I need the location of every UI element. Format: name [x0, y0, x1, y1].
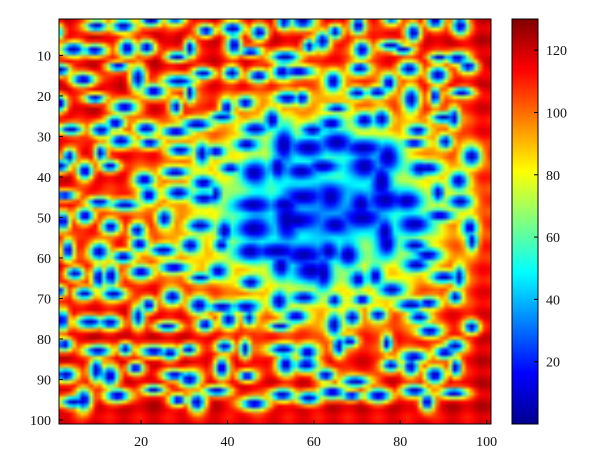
y-tick-label: 80	[37, 333, 51, 348]
heatmap-frame	[58, 18, 492, 425]
colorbar-tick-label: 80	[546, 169, 560, 184]
colorbar-gradient	[512, 19, 538, 424]
y-tick-label: 20	[37, 90, 51, 105]
y-tick-label: 30	[37, 130, 51, 145]
x-tick-label: 40	[220, 435, 234, 450]
y-tick-label: 40	[37, 171, 51, 186]
colorbar-tick-label: 20	[546, 356, 560, 371]
x-tick-label: 60	[307, 435, 321, 450]
colorbar-tick-label: 120	[546, 44, 567, 59]
colorbar-tick-label: 60	[546, 231, 560, 246]
colorbar: 20 40 60 80 100 120	[511, 18, 567, 425]
x-tick-label: 80	[393, 435, 407, 450]
y-tick-label: 90	[37, 373, 51, 388]
y-tick-label: 100	[30, 414, 51, 429]
x-tick-label: 20	[134, 435, 148, 450]
x-axis: 20 40 60 80 100	[134, 420, 497, 450]
colorbar-frame	[511, 18, 539, 425]
colorbar-tick-label: 100	[546, 106, 567, 121]
heatmap-plot: 20 40 60 80 100 10 20 30 40 50 60 70 80 90 100	[30, 18, 497, 450]
colorbar-tick-label: 40	[546, 293, 560, 308]
y-tick-label: 10	[37, 49, 51, 64]
y-axis: 10 20 30 40 50 60 70 80 90 100	[30, 49, 63, 429]
colorbar-axis: 20 40 60 80 100 120	[534, 44, 567, 371]
y-tick-label: 70	[37, 292, 51, 307]
x-tick-label: 100	[476, 435, 497, 450]
heatmap-image	[59, 19, 491, 424]
y-tick-label: 50	[37, 211, 51, 226]
y-tick-label: 60	[37, 252, 51, 267]
